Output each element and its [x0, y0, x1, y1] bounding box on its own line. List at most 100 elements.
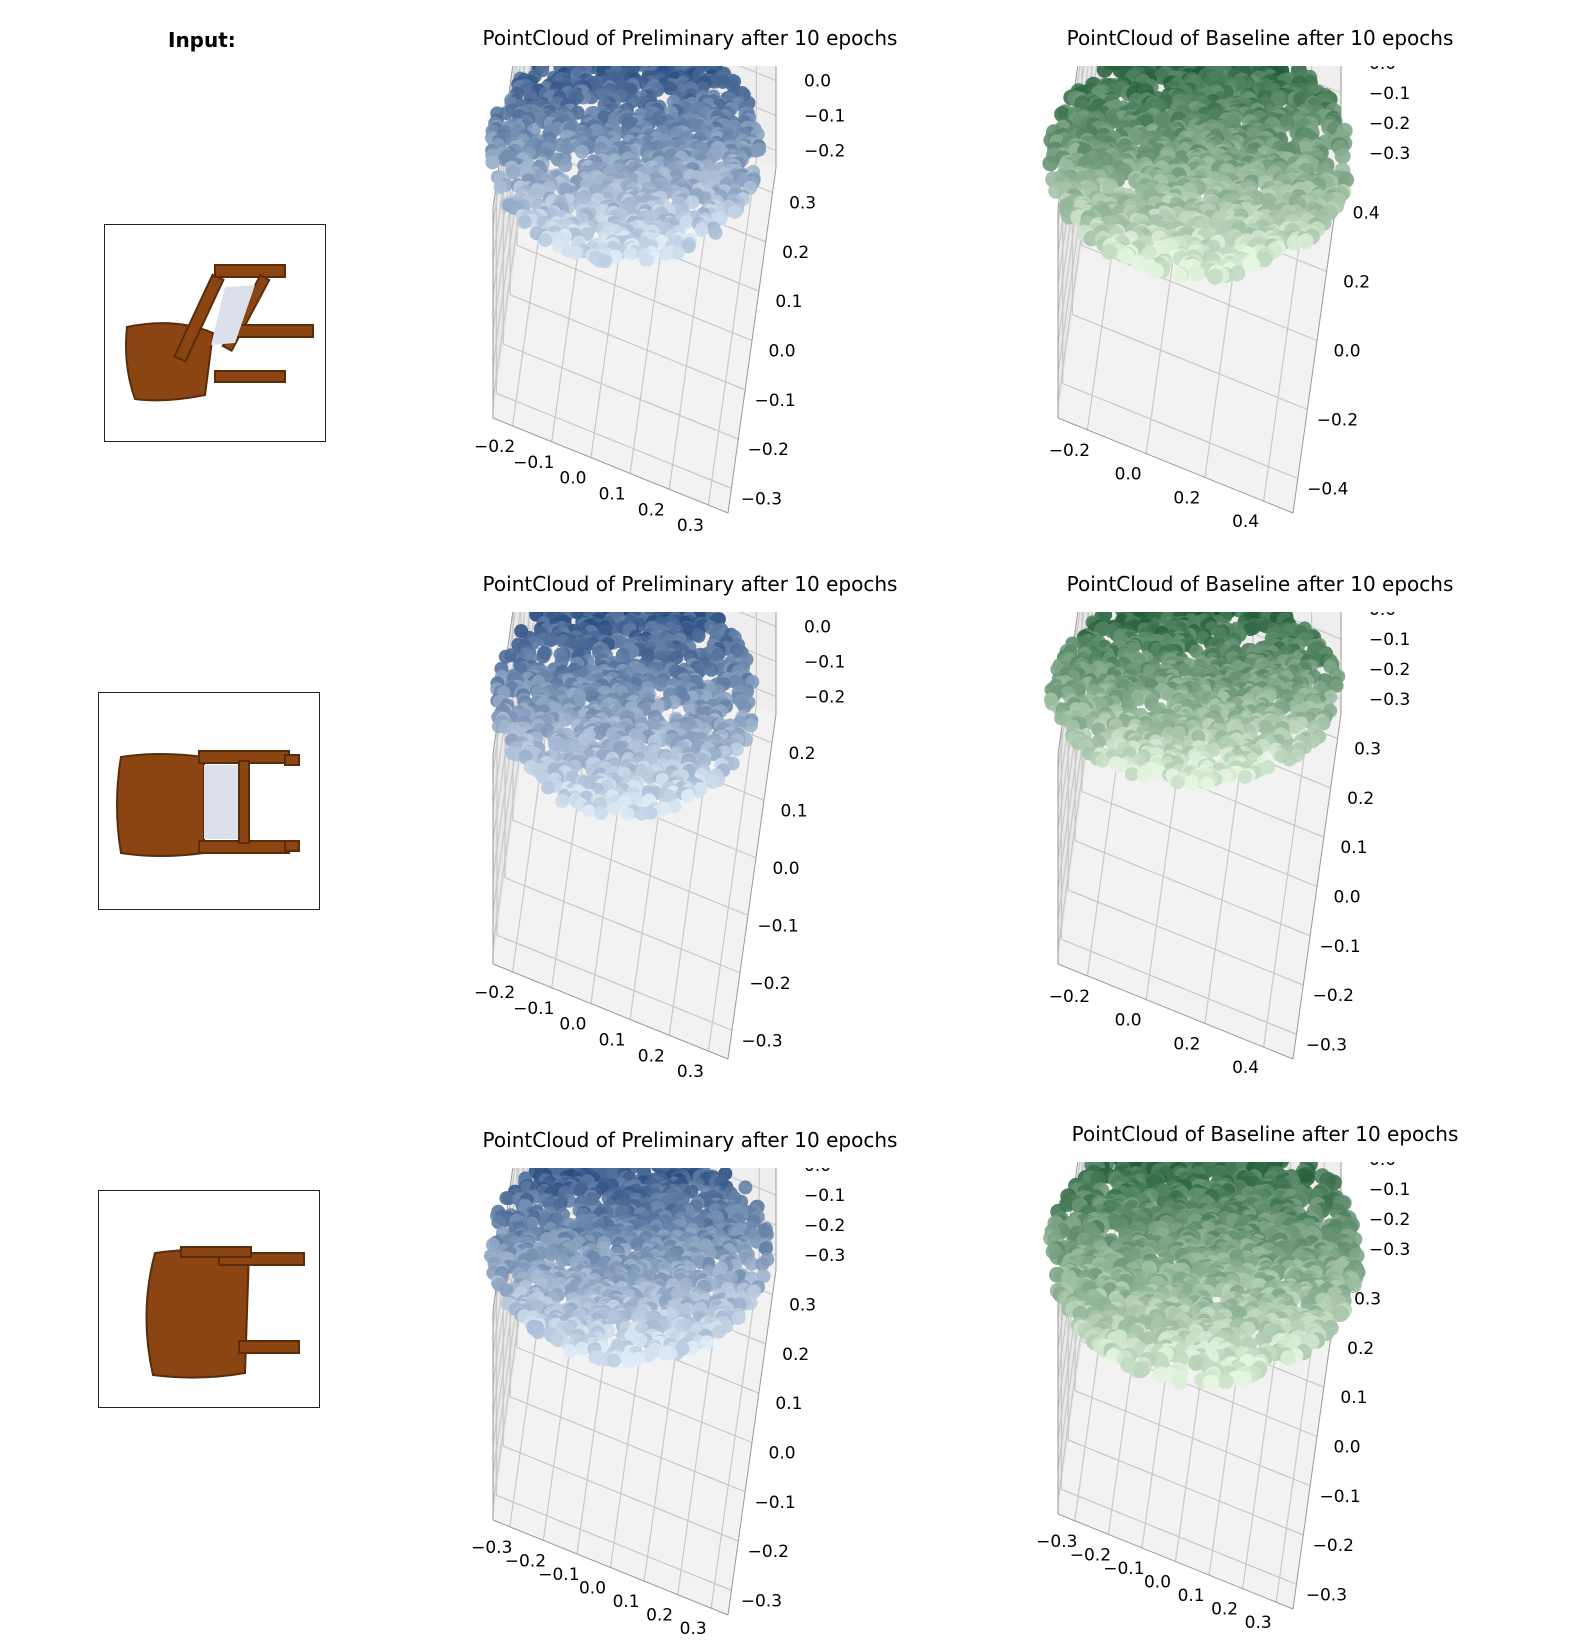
cloud-point — [1207, 268, 1224, 285]
x-tick-label: 0.0 — [559, 1015, 586, 1035]
z-tick-label: −0.2 — [804, 142, 845, 162]
cloud-point — [653, 677, 668, 692]
cloud-point — [639, 252, 654, 267]
z-tick-label: −0.1 — [1369, 84, 1410, 104]
z-tick-label: 0.0 — [1369, 612, 1396, 620]
cloud-point — [1243, 255, 1260, 272]
grid-line — [503, 1445, 739, 1542]
cloud-point — [1200, 776, 1215, 791]
cloud-point — [568, 246, 583, 260]
cloud-point — [541, 780, 556, 795]
y-tick-label: 0.2 — [1343, 273, 1370, 293]
x-tick-label: 0.4 — [1232, 1058, 1259, 1078]
plot-canvas: −0.2−0.10.00.10.20.3−0.3−0.2−0.10.00.10.… — [474, 612, 845, 1082]
plot-title: PointCloud of Baseline after 10 epochs — [1066, 572, 1454, 596]
pointcloud-plot: PointCloud of Preliminary after 10 epoch… — [445, 26, 935, 546]
y-tick-label: −0.2 — [748, 440, 789, 460]
cloud-point — [558, 712, 573, 727]
y-tick-label: 0.4 — [1353, 204, 1380, 224]
cloud-point — [543, 633, 558, 648]
cloud-point — [1148, 263, 1165, 279]
cloud-point — [1334, 148, 1351, 164]
z-tick-label: 0.0 — [804, 72, 831, 92]
pointcloud-plot: PointCloud of Baseline after 10 epochs −… — [1010, 572, 1510, 1092]
grid-line — [1061, 938, 1297, 1035]
x-tick-label: −0.2 — [474, 983, 515, 1003]
grid-line — [1057, 612, 1085, 800]
grid-line — [492, 612, 531, 877]
axis-edge — [1057, 963, 1294, 1060]
cloud-point — [623, 246, 638, 261]
cloud-point — [749, 143, 764, 158]
grid-line — [503, 343, 739, 440]
cloud-point — [1083, 230, 1100, 247]
cloud-point — [1125, 767, 1139, 782]
cloud-point — [498, 649, 513, 664]
cloud-point — [1131, 692, 1146, 707]
cloud-point — [581, 804, 596, 819]
axis-edge — [492, 963, 729, 1060]
cloud-point — [1288, 720, 1303, 735]
y-tick-label: 0.0 — [772, 859, 799, 879]
cloud-point — [1113, 758, 1128, 773]
cloud-point — [711, 647, 726, 662]
cloud-point — [608, 249, 623, 264]
x-tick-label: −0.2 — [1049, 441, 1090, 461]
chair-image — [125, 264, 314, 402]
x-tick-label: 0.3 — [677, 1062, 704, 1082]
cloud-point — [571, 694, 586, 709]
z-tick-label: −0.3 — [1369, 144, 1410, 164]
y-tick-label: 0.0 — [1333, 342, 1360, 362]
cloud-point — [1185, 776, 1200, 791]
y-tick-label: 0.2 — [788, 744, 815, 764]
cloud-point — [1338, 171, 1355, 188]
cloud-point — [1329, 678, 1344, 693]
cloud-point — [729, 742, 744, 757]
z-tick-label: −0.3 — [1369, 690, 1410, 710]
x-tick-label: 0.4 — [1232, 512, 1259, 532]
grid-line — [504, 877, 741, 974]
cloud-point — [1096, 66, 1113, 78]
y-tick-label: −0.3 — [1306, 1035, 1347, 1055]
cloud-point — [658, 246, 673, 261]
cloud-point — [669, 126, 684, 141]
z-tick-label: −0.1 — [804, 653, 845, 673]
cloud-point — [575, 144, 590, 159]
x-tick-label: 0.0 — [559, 469, 586, 489]
axis-edge — [492, 417, 729, 514]
plot-canvas: −0.20.00.20.4−0.4−0.20.00.20.4−0.3−0.2−0… — [1042, 66, 1410, 532]
grid-line — [707, 706, 758, 1052]
cloud-point — [1189, 644, 1204, 659]
cloud-point — [1101, 243, 1118, 260]
cloud-point — [1256, 251, 1273, 268]
axis-edge — [1292, 713, 1342, 1060]
x-tick-label: −0.2 — [474, 437, 515, 457]
grid-line — [492, 66, 516, 226]
cloud-point — [1172, 725, 1186, 740]
cloud-point — [1136, 767, 1151, 782]
cloud-point — [1188, 265, 1205, 282]
plot-canvas: −0.20.00.20.4−0.3−0.2−0.10.00.10.20.3−0.… — [1043, 612, 1410, 1078]
grid-line — [1081, 790, 1318, 888]
chair-image — [116, 750, 300, 857]
cloud-point — [517, 215, 532, 229]
point-cloud — [1043, 612, 1346, 791]
cloud-point — [1170, 775, 1185, 790]
y-tick-label: −0.3 — [741, 1031, 782, 1051]
y-tick-label: 0.2 — [1347, 789, 1374, 809]
grid-line — [496, 1494, 732, 1591]
x-tick-label: −0.1 — [513, 453, 554, 473]
cloud-point — [1282, 752, 1297, 767]
cloud-point — [493, 180, 508, 194]
y-tick-label: −0.1 — [1319, 937, 1360, 957]
cloud-point — [679, 215, 694, 229]
cloud-point — [643, 770, 657, 784]
z-tick-label: 0.0 — [804, 618, 831, 638]
cloud-point — [708, 225, 723, 240]
cloud-point — [1091, 734, 1106, 749]
cloud-point — [670, 245, 685, 260]
cloud-point — [1154, 112, 1171, 129]
cloud-point — [743, 718, 758, 733]
grid-line — [509, 294, 746, 391]
y-tick-label: −0.4 — [1307, 480, 1348, 500]
